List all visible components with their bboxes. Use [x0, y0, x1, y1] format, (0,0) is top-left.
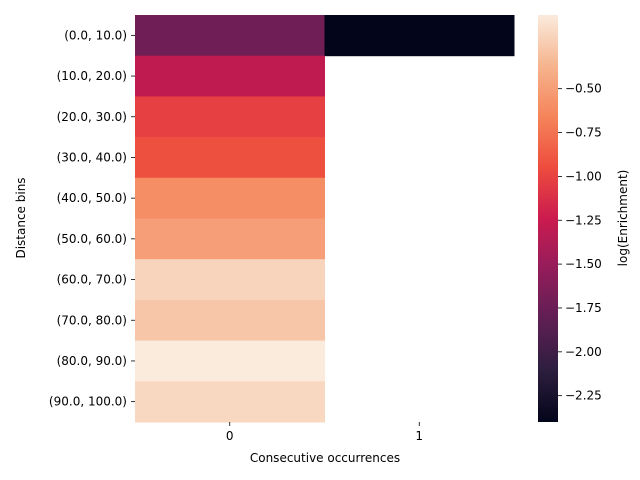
y-tick-label: (50.0, 60.0) — [57, 232, 127, 246]
x-tick-label: 0 — [226, 429, 234, 443]
y-tick-label: (30.0, 40.0) — [57, 150, 127, 164]
y-tick-label: (80.0, 90.0) — [57, 354, 127, 368]
colorbar-tick-label: −0.75 — [565, 126, 602, 140]
heatmap-cell — [135, 96, 325, 138]
colorbar-tick-label: −1.25 — [565, 213, 602, 227]
heatmap-cells — [135, 15, 515, 423]
colorbar-tick-label: −1.50 — [565, 257, 602, 271]
colorbar-tick-label: −2.00 — [565, 345, 602, 359]
heatmap-cell — [135, 381, 325, 423]
y-tick-label: (10.0, 20.0) — [57, 69, 127, 83]
y-tick-label: (40.0, 50.0) — [57, 191, 127, 205]
y-tick-label: (0.0, 10.0) — [64, 28, 127, 42]
colorbar-label: log(Enrichment) — [616, 170, 630, 267]
heatmap-cell — [135, 218, 325, 260]
colorbar-tick-label: −2.25 — [565, 389, 602, 403]
colorbar-gradient — [538, 15, 558, 422]
colorbar-tick-label: −0.50 — [565, 82, 602, 96]
y-tick-label: (70.0, 80.0) — [57, 313, 127, 327]
heatmap-cell — [135, 299, 325, 342]
x-axis-label: Consecutive occurrences — [250, 451, 400, 465]
heatmap-cell — [135, 137, 325, 179]
y-tick-label: (20.0, 30.0) — [57, 110, 127, 124]
heatmap-cell — [135, 177, 325, 219]
heatmap-cell — [135, 340, 325, 382]
y-axis-label: Distance bins — [14, 177, 28, 258]
colorbar-ticks: −0.50 −0.75 −1.00 −1.25 −1.50 −1.75 −2.00 −2.25 — [558, 82, 602, 403]
x-tick-label: 1 — [415, 429, 423, 443]
colorbar-tick-label: −1.75 — [565, 301, 602, 315]
colorbar-tick-label: −1.00 — [565, 169, 602, 183]
heatmap-cell — [135, 55, 325, 97]
colorbar: −0.50 −0.75 −1.00 −1.25 −1.50 −1.75 −2.00 −2.25… — [538, 15, 630, 422]
y-tick-label: (60.0, 70.0) — [57, 273, 127, 287]
y-axis-ticks: (0.0, 10.0) (10.0, 20.0) (20.0, 30.0) (30.0… — [49, 28, 135, 409]
heatmap-cell — [324, 15, 515, 57]
y-tick-label: (90.0, 100.0) — [49, 395, 127, 409]
heatmap-cell — [135, 15, 325, 57]
heatmap-cell — [135, 259, 325, 301]
